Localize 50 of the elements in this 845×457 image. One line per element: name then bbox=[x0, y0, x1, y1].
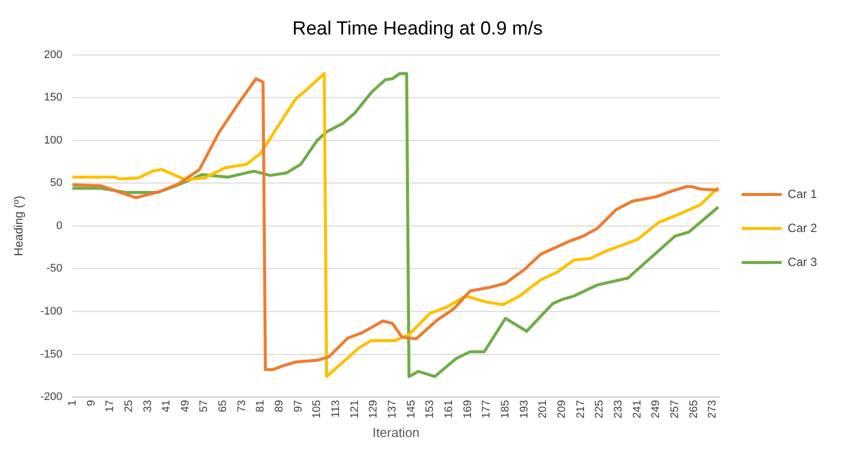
x-tick-label: 121 bbox=[348, 400, 361, 418]
x-tick-label: 49 bbox=[179, 400, 192, 412]
x-tick-label: 273 bbox=[706, 400, 719, 418]
x-tick-label: 25 bbox=[122, 400, 135, 412]
x-tick-label: 145 bbox=[405, 400, 418, 418]
y-tick-label: 200 bbox=[44, 48, 62, 61]
x-tick-label: 81 bbox=[254, 400, 267, 412]
y-tick-label: -50 bbox=[46, 262, 62, 275]
x-tick-label: 105 bbox=[311, 400, 324, 418]
x-tick-label: 265 bbox=[688, 400, 700, 418]
x-tick-label: 209 bbox=[556, 400, 568, 418]
x-tick-label: 41 bbox=[160, 400, 173, 412]
x-tick-label: 129 bbox=[368, 400, 380, 418]
y-tick-label: -100 bbox=[40, 306, 62, 318]
x-tick-label: 201 bbox=[537, 400, 550, 418]
x-tick-label: 73 bbox=[236, 400, 248, 412]
x-tick-label: 97 bbox=[292, 400, 304, 412]
x-tick-label: 169 bbox=[462, 400, 474, 418]
legend-label: Car 3 bbox=[788, 254, 818, 269]
y-tick-label: 100 bbox=[44, 134, 62, 146]
x-tick-label: 225 bbox=[594, 400, 606, 418]
y-tick-label: -200 bbox=[40, 391, 62, 404]
x-tick-label: 257 bbox=[668, 400, 681, 418]
x-tick-label: 153 bbox=[424, 400, 436, 418]
x-tick-label: 233 bbox=[612, 400, 624, 418]
x-tick-label: 57 bbox=[198, 400, 210, 412]
chart-title: Real Time Heading at 0.9 m/s bbox=[292, 18, 543, 40]
x-tick-label: 89 bbox=[274, 400, 286, 412]
legend-label: Car 1 bbox=[788, 186, 818, 201]
x-tick-label: 137 bbox=[386, 400, 399, 418]
y-tick-label: -150 bbox=[40, 348, 62, 360]
y-tick-label: 0 bbox=[56, 220, 62, 232]
x-tick-label: 217 bbox=[574, 400, 587, 418]
legend-label: Car 2 bbox=[788, 220, 818, 235]
x-tick-label: 249 bbox=[650, 400, 662, 418]
y-tick-label: 50 bbox=[50, 177, 62, 190]
x-tick-label: 177 bbox=[480, 400, 493, 418]
x-tick-label: 1 bbox=[66, 400, 78, 406]
x-axis-title: Iteration bbox=[372, 424, 420, 440]
y-tick-label: 150 bbox=[44, 92, 62, 104]
x-tick-label: 9 bbox=[85, 400, 98, 406]
x-tick-label: 185 bbox=[500, 400, 512, 418]
x-tick-label: 33 bbox=[142, 400, 154, 412]
y-axis-title: Heading (º) bbox=[12, 196, 26, 256]
x-tick-label: 65 bbox=[217, 400, 230, 412]
x-tick-label: 193 bbox=[518, 400, 530, 418]
x-tick-label: 241 bbox=[631, 400, 644, 418]
x-tick-label: 161 bbox=[443, 400, 456, 418]
x-tick-label: 113 bbox=[330, 400, 342, 418]
x-tick-label: 17 bbox=[104, 400, 116, 412]
